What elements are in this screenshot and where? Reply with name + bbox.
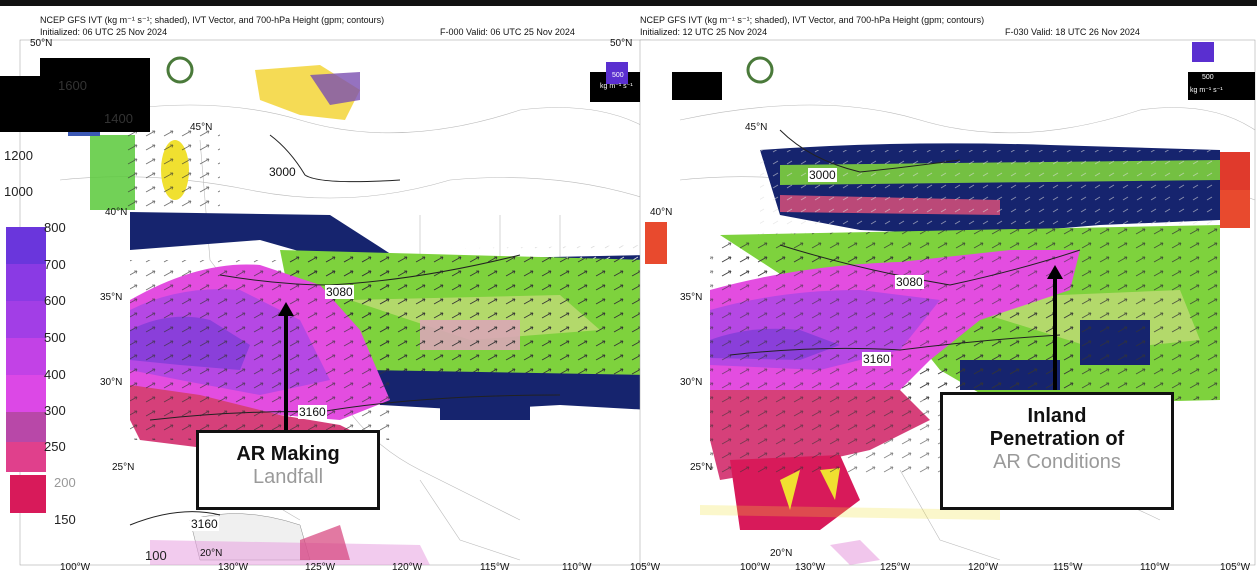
cbar-150: 150 bbox=[54, 512, 76, 527]
left-lat-20: 20°N bbox=[200, 548, 223, 559]
cbar-1000: 1000 bbox=[4, 184, 33, 199]
left-lon-110: 110°W bbox=[562, 562, 592, 573]
right-contour-3080: 3080 bbox=[895, 275, 924, 289]
noaa-logo bbox=[166, 56, 194, 84]
left-contour-3000: 3000 bbox=[268, 165, 297, 179]
right-lat-20: 20°N bbox=[770, 548, 793, 559]
cbar-700: 700 bbox=[44, 257, 66, 272]
right-inset-units: kg m⁻¹ s⁻¹ bbox=[1190, 87, 1223, 94]
left-callout: AR Making Landfall bbox=[196, 430, 380, 510]
cbar-500: 500 bbox=[44, 330, 66, 345]
left-lon-100: 100°W bbox=[60, 562, 91, 573]
right-lon-125: 125°W bbox=[880, 562, 911, 573]
left-inset-units: kg m⁻¹ s⁻¹ bbox=[600, 83, 633, 90]
left-contour-3160: 3160 bbox=[298, 405, 327, 419]
left-init: Initialized: 06 UTC 25 Nov 2024 bbox=[40, 27, 168, 37]
cbar-1400: 1400 bbox=[104, 111, 133, 126]
left-callout-bold: AR Making bbox=[236, 443, 340, 465]
cbar-300: 300 bbox=[44, 403, 66, 418]
right-init: Initialized: 12 UTC 25 Nov 2024 bbox=[640, 27, 768, 37]
right-lon-105: 105°W bbox=[1220, 562, 1251, 573]
left-lat-30: 30°N bbox=[100, 377, 123, 388]
left-callout-light: Landfall bbox=[252, 466, 324, 488]
cbar-200: 200 bbox=[54, 475, 76, 490]
left-lon-115: 115°W bbox=[480, 562, 510, 573]
cbar-1200: 1200 bbox=[4, 148, 33, 163]
cbar-1600: 1600 bbox=[58, 78, 87, 93]
noaa-logo-right bbox=[746, 56, 774, 84]
cbar-400: 400 bbox=[44, 367, 66, 382]
left-map bbox=[19, 39, 651, 566]
left-lon-120: 120°W bbox=[392, 562, 423, 573]
left-lat-50: 50°N bbox=[30, 38, 53, 49]
right-inset-value: 500 bbox=[1202, 74, 1214, 81]
right-lon-120: 120°W bbox=[968, 562, 999, 573]
left-valid: F-000 Valid: 06 UTC 25 Nov 2024 bbox=[440, 27, 575, 37]
left-contour-3160b: 3160 bbox=[190, 517, 219, 531]
left-inset-value: 500 bbox=[612, 72, 624, 79]
cbar-250: 250 bbox=[44, 439, 66, 454]
right-lat-40: 40°N bbox=[650, 207, 673, 218]
right-callout-bold-1: Inland bbox=[1027, 405, 1087, 427]
cbar-100: 100 bbox=[145, 548, 167, 563]
right-lon-130: 130°W bbox=[795, 562, 826, 573]
right-lat-35: 35°N bbox=[680, 292, 703, 303]
right-lat-30: 30°N bbox=[680, 377, 703, 388]
left-lat-40: 40°N bbox=[105, 207, 128, 218]
left-contour-3080: 3080 bbox=[325, 285, 354, 299]
left-lon-125: 125°W bbox=[305, 562, 336, 573]
left-lat-35: 35°N bbox=[100, 292, 123, 303]
left-lon-130: 130°W bbox=[218, 562, 249, 573]
left-lon-105: 105°W bbox=[630, 562, 661, 573]
left-lat-45: 45°N bbox=[190, 122, 213, 133]
right-callout-bold-2: Penetration of bbox=[989, 428, 1125, 450]
right-callout-light: AR Conditions bbox=[993, 451, 1121, 473]
right-lat-50: 50°N bbox=[610, 38, 633, 49]
cbar-600: 600 bbox=[44, 293, 66, 308]
right-lon-110: 110°W bbox=[1140, 562, 1170, 573]
left-title: NCEP GFS IVT (kg m⁻¹ s⁻¹; shaded), IVT V… bbox=[40, 15, 385, 25]
right-valid: F-030 Valid: 18 UTC 26 Nov 2024 bbox=[1005, 27, 1140, 37]
right-lon-115: 115°W bbox=[1053, 562, 1083, 573]
right-lon-100: 100°W bbox=[740, 562, 771, 573]
right-contour-3000: 3000 bbox=[808, 168, 837, 182]
right-lat-25: 25°N bbox=[690, 462, 713, 473]
cbar-800: 800 bbox=[44, 220, 66, 235]
right-title: NCEP GFS IVT (kg m⁻¹ s⁻¹; shaded), IVT V… bbox=[640, 15, 985, 25]
right-lat-45: 45°N bbox=[745, 122, 768, 133]
left-lat-25: 25°N bbox=[112, 462, 135, 473]
right-callout: Inland Penetration of AR Conditions bbox=[940, 392, 1174, 510]
right-contour-3160: 3160 bbox=[862, 352, 891, 366]
